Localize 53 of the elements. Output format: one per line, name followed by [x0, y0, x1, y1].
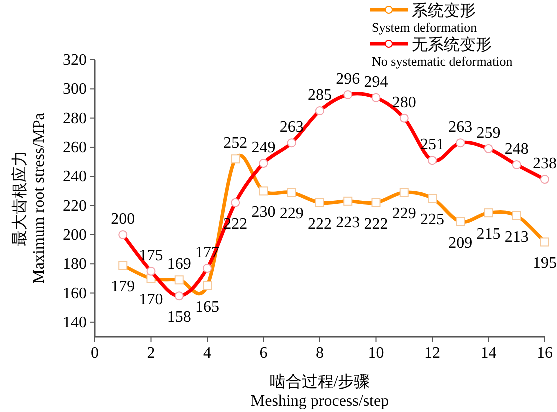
data-label: 169: [167, 256, 192, 274]
data-label: 225: [420, 212, 444, 228]
data-label: 230: [252, 204, 276, 222]
x-axis-title: 啮合过程/步骤 Meshing process/step: [250, 373, 390, 410]
x-tick-label: 4: [204, 345, 212, 362]
data-label: 259: [476, 124, 501, 142]
y-tick-label: 240: [63, 168, 87, 186]
data-label: 263: [448, 119, 473, 136]
data-label: 249: [252, 140, 276, 157]
x-tick-label: 12: [424, 345, 440, 362]
legend-label: 无系统变形 No systematic deformation: [372, 36, 514, 69]
data-label: 209: [448, 234, 473, 252]
y-tick-label: 220: [63, 198, 87, 215]
data-label: 251: [420, 136, 444, 154]
data-label: 170: [139, 292, 164, 309]
data-label: 296: [336, 70, 360, 88]
x-tick-label: 2: [147, 345, 156, 362]
x-tick-label: 6: [260, 345, 268, 362]
x-tick-label: 14: [480, 345, 497, 362]
data-label: 195: [533, 255, 557, 272]
y-axis-title: 最大齿根应力 Maximum root stress/MPa: [11, 113, 48, 284]
data-label: 294: [364, 74, 388, 91]
x-tick-label: 10: [368, 345, 384, 362]
data-label: 238: [533, 156, 557, 173]
y-tick-label: 200: [63, 226, 87, 244]
data-label: 222: [308, 216, 332, 233]
data-label: 263: [280, 119, 304, 136]
data-label: 280: [392, 94, 416, 112]
data-label: 285: [308, 87, 332, 104]
x-tick-label: 16: [537, 345, 553, 362]
data-label: 200: [111, 210, 136, 228]
y-tick-label: 160: [63, 285, 87, 302]
data-label: 248: [504, 140, 529, 158]
data-label: 222: [364, 216, 388, 233]
data-label: 179: [111, 278, 136, 296]
x-tick-label: 0: [91, 345, 99, 362]
data-label: 229: [280, 206, 304, 223]
data-label: 252: [224, 135, 248, 152]
y-tick-label: 140: [63, 314, 87, 332]
data-label: 175: [139, 247, 164, 264]
data-label: 229: [392, 206, 416, 223]
x-tick-label: 8: [316, 345, 324, 362]
data-label: 158: [167, 309, 192, 326]
y-tick-label: 280: [63, 110, 87, 128]
data-label: 165: [196, 298, 220, 316]
y-tick-label: 180: [63, 256, 87, 274]
y-tick-label: 320: [63, 52, 87, 69]
data-label: 223: [336, 214, 360, 232]
data-label: 215: [476, 226, 501, 244]
y-tick-label: 300: [63, 81, 87, 98]
y-tick-label: 260: [63, 139, 87, 156]
data-label: 213: [504, 228, 529, 246]
legend-label: 系统变形 System deformation: [372, 2, 478, 35]
